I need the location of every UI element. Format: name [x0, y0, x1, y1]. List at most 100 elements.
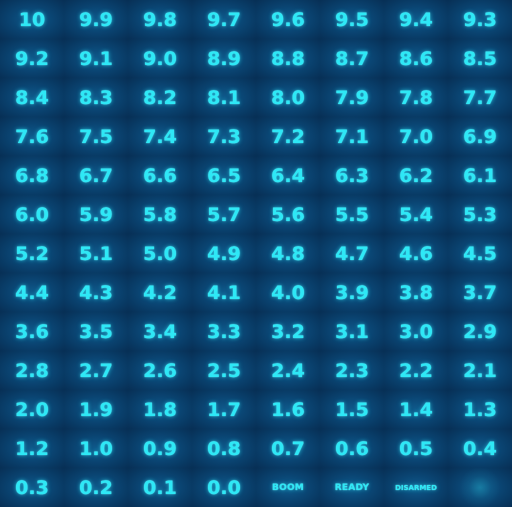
timer-frame-cell: 2.7: [64, 351, 128, 390]
timer-frame-cell: 1.5: [320, 390, 384, 429]
timer-frame-cell: 2.0: [0, 390, 64, 429]
timer-frame-cell: 3.7: [448, 273, 512, 312]
timer-frame-cell: 4.2: [128, 273, 192, 312]
timer-frame-cell: 2.8: [0, 351, 64, 390]
timer-frame-cell: 4.6: [384, 234, 448, 273]
timer-frame-cell: 7.4: [128, 117, 192, 156]
timer-frame-cell: 0.6: [320, 429, 384, 468]
timer-frame-cell: 9.2: [0, 39, 64, 78]
timer-frame-cell: 7.7: [448, 78, 512, 117]
timer-frame-cell: 5.9: [64, 195, 128, 234]
timer-frame-cell: 0.0: [192, 468, 256, 507]
timer-frame-cell: 1.3: [448, 390, 512, 429]
timer-frame-cell: 4.4: [0, 273, 64, 312]
timer-frame-cell: 1.4: [384, 390, 448, 429]
timer-frame-cell: 6.4: [256, 156, 320, 195]
timer-frame-cell: 7.8: [384, 78, 448, 117]
timer-frame-cell: 2.6: [128, 351, 192, 390]
timer-frame-cell: 9.5: [320, 0, 384, 39]
timer-frame-cell: 3.8: [384, 273, 448, 312]
timer-frame-cell: 9.1: [64, 39, 128, 78]
timer-frame-cell: 5.0: [128, 234, 192, 273]
timer-frame-cell: 10: [0, 0, 64, 39]
timer-frame-cell: 4.1: [192, 273, 256, 312]
timer-frame-cell: 9.0: [128, 39, 192, 78]
timer-frame-cell: 3.4: [128, 312, 192, 351]
timer-frame-cell: 3.3: [192, 312, 256, 351]
timer-frame-cell: 2.2: [384, 351, 448, 390]
timer-frame-cell: 7.6: [0, 117, 64, 156]
timer-frame-cell: 9.7: [192, 0, 256, 39]
timer-frame-cell: 0.1: [128, 468, 192, 507]
timer-frame-cell: 2.9: [448, 312, 512, 351]
timer-frame-cell: 1.7: [192, 390, 256, 429]
timer-frame-cell: 6.6: [128, 156, 192, 195]
timer-frame-cell: 5.6: [256, 195, 320, 234]
timer-frame-cell: 8.5: [448, 39, 512, 78]
timer-frame-cell: 6.7: [64, 156, 128, 195]
timer-frame-cell: 0.2: [64, 468, 128, 507]
timer-frame-cell: 6.1: [448, 156, 512, 195]
timer-frame-cell: 2.3: [320, 351, 384, 390]
timer-frame-cell: 9.3: [448, 0, 512, 39]
timer-frame-cell: 7.2: [256, 117, 320, 156]
timer-frame-cell: 5.1: [64, 234, 128, 273]
timer-frame-cell: 1.2: [0, 429, 64, 468]
timer-frame-cell: 5.5: [320, 195, 384, 234]
timer-frame-cell: 8.0: [256, 78, 320, 117]
timer-frame-cell: 6.3: [320, 156, 384, 195]
timer-frame-cell: 3.2: [256, 312, 320, 351]
timer-frame-cell: 8.8: [256, 39, 320, 78]
timer-frame-cell: 4.3: [64, 273, 128, 312]
timer-frame-cell: 3.6: [0, 312, 64, 351]
timer-frame-cell: 2.5: [192, 351, 256, 390]
timer-frame-cell: 4.5: [448, 234, 512, 273]
timer-frame-cell: 8.7: [320, 39, 384, 78]
timer-frame-cell: 5.4: [384, 195, 448, 234]
status-label-cell-disarmed: DISARMED: [384, 468, 448, 507]
blank-glow-cell: [448, 468, 512, 507]
timer-frame-cell: 5.3: [448, 195, 512, 234]
timer-frame-cell: 6.8: [0, 156, 64, 195]
timer-frame-cell: 5.7: [192, 195, 256, 234]
timer-frame-cell: 3.0: [384, 312, 448, 351]
timer-frame-cell: 9.6: [256, 0, 320, 39]
timer-frame-cell: 6.9: [448, 117, 512, 156]
timer-frame-cell: 9.4: [384, 0, 448, 39]
timer-frame-cell: 8.4: [0, 78, 64, 117]
timer-frame-cell: 1.9: [64, 390, 128, 429]
timer-frame-cell: 4.8: [256, 234, 320, 273]
timer-frame-cell: 4.9: [192, 234, 256, 273]
timer-frame-cell: 3.9: [320, 273, 384, 312]
timer-frame-cell: 0.5: [384, 429, 448, 468]
timer-frame-cell: 9.9: [64, 0, 128, 39]
timer-frame-cell: 7.0: [384, 117, 448, 156]
timer-frame-cell: 8.2: [128, 78, 192, 117]
timer-frame-cell: 8.3: [64, 78, 128, 117]
timer-frame-cell: 4.7: [320, 234, 384, 273]
status-label-cell-boom: BOOM: [256, 468, 320, 507]
timer-frame-cell: 8.1: [192, 78, 256, 117]
timer-frame-cell: 3.5: [64, 312, 128, 351]
timer-frame-cell: 6.0: [0, 195, 64, 234]
timer-frame-cell: 5.2: [0, 234, 64, 273]
timer-frame-cell: 0.3: [0, 468, 64, 507]
timer-frame-cell: 0.4: [448, 429, 512, 468]
timer-frame-cell: 0.9: [128, 429, 192, 468]
timer-frame-cell: 9.8: [128, 0, 192, 39]
timer-frame-cell: 0.8: [192, 429, 256, 468]
timer-frame-cell: 1.0: [64, 429, 128, 468]
timer-frame-cell: 4.0: [256, 273, 320, 312]
timer-frame-cell: 1.6: [256, 390, 320, 429]
timer-frame-cell: 2.1: [448, 351, 512, 390]
timer-frame-cell: 8.9: [192, 39, 256, 78]
timer-frame-cell: 8.6: [384, 39, 448, 78]
timer-frame-cell: 6.5: [192, 156, 256, 195]
bottom-strip: [0, 507, 512, 512]
timer-frame-cell: 0.7: [256, 429, 320, 468]
timer-frame-cell: 7.3: [192, 117, 256, 156]
timer-frame-cell: 1.8: [128, 390, 192, 429]
timer-frame-cell: 5.8: [128, 195, 192, 234]
timer-frame-cell: 7.1: [320, 117, 384, 156]
